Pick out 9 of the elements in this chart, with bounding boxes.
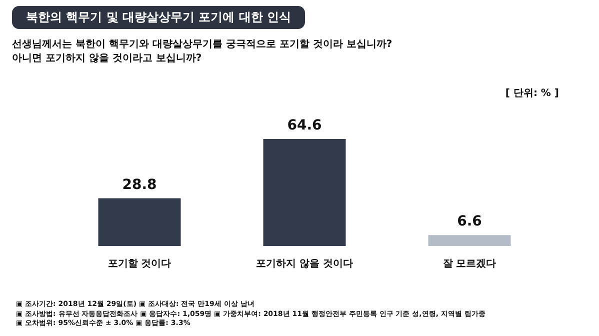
data-label: 6.6 (457, 214, 482, 230)
data-label: 64.6 (287, 118, 322, 134)
chart-subtitle: 선생님께서는 북한이 핵무기와 대량살상무기를 궁극적으로 포기할 것이라 보십니까? 아니면 포기하지 않을 것이라고 보십니까? (12, 38, 392, 66)
chart-title: 북한의 핵무기 및 대량살상무기 포기에 대한 인식 (12, 6, 306, 29)
x-tick-label: 포기하지 않을 것이다 (256, 258, 353, 270)
text: [ 단위: % ] (505, 87, 559, 100)
x-tick-label: 잘 모르겠다 (442, 258, 496, 270)
x-tick-label: 포기할 것이다 (108, 258, 172, 270)
data-label: 28.8 (122, 176, 157, 193)
